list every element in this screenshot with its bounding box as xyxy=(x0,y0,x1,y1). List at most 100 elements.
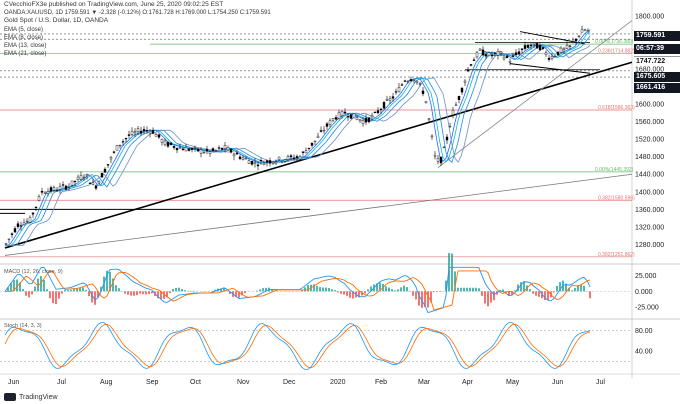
time-tick-label: Aug xyxy=(100,379,113,386)
ema-legend-21[interactable]: EMA (21, close) xyxy=(4,51,47,57)
ema-legend-5[interactable]: EMA (5, close) xyxy=(4,27,44,33)
candle-body xyxy=(46,191,50,194)
macd-histogram-bar xyxy=(415,291,417,300)
macd-signal-line xyxy=(5,270,591,311)
candle-body xyxy=(583,29,587,31)
candle-body xyxy=(496,51,500,56)
author-line: CVecchioFX3e published on TradingView.co… xyxy=(4,1,224,8)
candle-body xyxy=(241,157,245,160)
candle-body xyxy=(526,45,530,48)
macd-histogram-bar xyxy=(175,287,177,292)
candle-body xyxy=(499,51,503,54)
macd-histogram-bar xyxy=(49,291,51,299)
candle-body xyxy=(181,148,185,151)
candle-body xyxy=(448,126,452,128)
candle-body xyxy=(457,96,461,100)
macd-histogram-bar xyxy=(241,291,243,296)
macd-histogram-bar xyxy=(130,291,132,296)
candle-body xyxy=(400,84,404,86)
candle-body xyxy=(160,139,164,143)
candle-body xyxy=(94,185,98,189)
level-label-1661: 1661.416 xyxy=(634,83,680,93)
price-tick-label: 1600.000 xyxy=(635,101,664,108)
candle-body xyxy=(64,185,68,190)
candle-body xyxy=(334,117,338,120)
macd-histogram-bar xyxy=(163,291,165,299)
macd-histogram-bar xyxy=(457,287,459,292)
candle-body xyxy=(262,162,266,166)
stoch-tick-label: 80.00 xyxy=(635,328,653,335)
macd-histogram-bar xyxy=(181,288,183,292)
macd-histogram-bar xyxy=(271,288,273,292)
macd-histogram-bar xyxy=(565,283,567,292)
candle-body xyxy=(274,161,278,164)
macd-histogram-bar xyxy=(412,291,414,296)
candle-body xyxy=(13,228,17,233)
macd-histogram-bar xyxy=(172,288,174,292)
macd-histogram-bar xyxy=(538,291,540,297)
candle-body xyxy=(379,108,383,111)
macd-histogram-bar xyxy=(106,270,108,292)
candle-body xyxy=(472,59,476,61)
fib-level-label: 0.00%(1736.380) xyxy=(595,39,634,45)
ema-legend-13[interactable]: EMA (13, close) xyxy=(4,43,47,49)
macd-histogram-bar xyxy=(79,287,81,292)
ema-legend-8[interactable]: EMA (8, close) xyxy=(4,35,44,41)
candle-body xyxy=(127,134,131,136)
macd-histogram-bar xyxy=(475,287,477,292)
macd-histogram-bar xyxy=(91,291,93,303)
macd-histogram-bar xyxy=(16,279,18,292)
candle-body xyxy=(475,52,479,58)
candle-body xyxy=(307,147,311,150)
candle-body xyxy=(364,117,368,123)
macd-histogram-bar xyxy=(127,291,129,295)
macd-histogram-bar xyxy=(169,291,171,294)
candle-body xyxy=(271,161,275,164)
macd-histogram-bar xyxy=(28,291,30,298)
price-tick-label: 1360.000 xyxy=(635,207,664,214)
candle-body xyxy=(586,30,590,32)
candle-body xyxy=(445,136,449,141)
candle-body xyxy=(292,157,296,160)
tradingview-watermark[interactable]: TradingView xyxy=(4,393,58,401)
candle-body xyxy=(226,147,230,151)
candle-body xyxy=(328,120,332,125)
candle-body xyxy=(115,144,119,151)
candle-body xyxy=(205,149,209,152)
macd-histogram-bar xyxy=(76,288,78,292)
candle-body xyxy=(187,148,191,151)
macd-histogram-bar xyxy=(346,291,348,296)
candle-body xyxy=(247,160,251,164)
candle-body xyxy=(232,153,236,157)
macd-histogram-bar xyxy=(454,271,456,292)
macd-histogram-bar xyxy=(583,285,585,292)
candle-body xyxy=(433,154,437,157)
macd-histogram-bar xyxy=(529,289,531,292)
candle-body xyxy=(337,112,341,119)
candle-body xyxy=(388,98,392,101)
candle-body xyxy=(259,160,263,162)
macd-histogram-bar xyxy=(319,286,321,292)
macd-histogram-bar xyxy=(265,287,267,292)
time-tick-label: Jul xyxy=(57,379,66,386)
candle-body xyxy=(514,52,518,55)
candle-body xyxy=(424,101,428,104)
candle-body xyxy=(349,114,353,119)
candle-body xyxy=(421,90,425,95)
candle-body xyxy=(202,152,206,154)
macd-histogram-bar xyxy=(229,291,231,294)
ema-line-21 xyxy=(5,44,591,246)
candle-body xyxy=(124,137,128,140)
macd-histogram-bar xyxy=(427,291,429,308)
macd-histogram-bar xyxy=(568,287,570,292)
macd-histogram-bar xyxy=(472,287,474,292)
ema-line-8 xyxy=(5,31,591,246)
candle-body xyxy=(10,233,14,235)
candle-body xyxy=(547,57,551,60)
macd-histogram-bar xyxy=(397,289,399,292)
macd-histogram-bar xyxy=(445,280,447,292)
symbol-line: OANDA:XAUUSD, 1D 1759.591 ▼ -2.328 (-0.1… xyxy=(4,10,271,16)
time-tick-label: Jun xyxy=(8,379,19,386)
fib-level-label: 0.382(1580.596) xyxy=(598,195,635,201)
macd-histogram-bar xyxy=(514,290,516,292)
